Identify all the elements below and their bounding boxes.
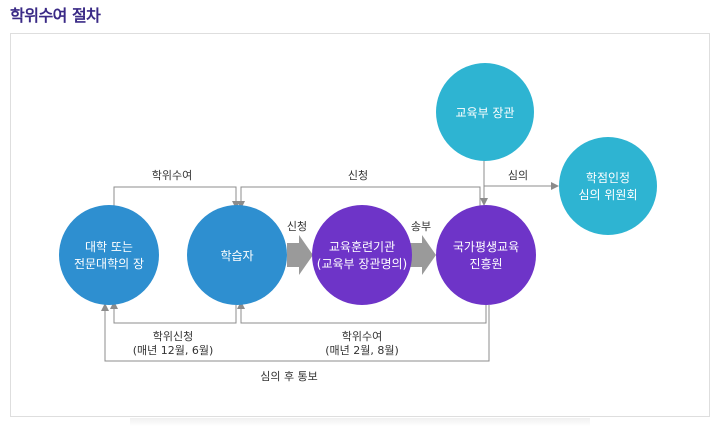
label-apply-arrow: 신청 <box>287 220 307 233</box>
node-university: 대학 또는 전문대학의 장 <box>59 205 159 305</box>
node-committee-line2: 심의 위원회 <box>578 188 637 202</box>
label-review: 심의 <box>508 169 528 182</box>
node-institution-line1: 교육훈련기관 <box>329 240 395 254</box>
node-committee: 학점인정 심의 위원회 <box>559 137 657 235</box>
node-nile: 국가평생교육 진흥원 <box>436 205 536 305</box>
label-degree-award-top: 학위수여 <box>152 169 192 182</box>
edge-degree-apply-bottom <box>110 301 237 324</box>
node-nile-line2: 진흥원 <box>469 257 502 271</box>
apply-block-arrow <box>287 235 313 275</box>
label-send-arrow: 송부 <box>411 220 431 233</box>
label-degree-apply-line1: 학위신청 <box>153 330 193 343</box>
edge-degree-award-top <box>113 186 240 209</box>
page-title: 학위수여 절차 <box>10 6 101 25</box>
node-university-line1: 대학 또는 <box>85 240 133 254</box>
node-minister-line1: 교육부 장관 <box>455 106 514 120</box>
send-block-arrow <box>410 235 436 275</box>
node-nile-line1: 국가평생교육 <box>453 240 519 254</box>
bottom-shadow <box>130 418 590 426</box>
label-degree-award-bottom-line1: 학위수여 <box>342 330 382 343</box>
edge-apply-top <box>237 186 481 209</box>
label-apply-top: 신청 <box>348 169 368 182</box>
node-committee-line1: 학점인정 <box>586 171 630 185</box>
node-institution: 교육훈련기관 (교육부 장관명의) <box>312 205 412 305</box>
node-institution-line2: (교육부 장관명의) <box>317 257 407 271</box>
diagram-frame <box>10 33 710 417</box>
edge-degree-award-bottom <box>237 301 487 324</box>
edge-notify <box>101 303 490 362</box>
node-learner-line1: 학습자 <box>220 249 253 263</box>
label-notify: 심의 후 통보 <box>260 370 318 383</box>
node-university-line2: 전문대학의 장 <box>74 257 144 271</box>
node-minister: 교육부 장관 <box>436 63 534 161</box>
label-degree-apply-line2: (매년 12월, 6월) <box>133 344 214 357</box>
label-degree-award-bottom-line2: (매년 2월, 8월) <box>325 344 399 357</box>
node-learner: 학습자 <box>187 205 287 305</box>
